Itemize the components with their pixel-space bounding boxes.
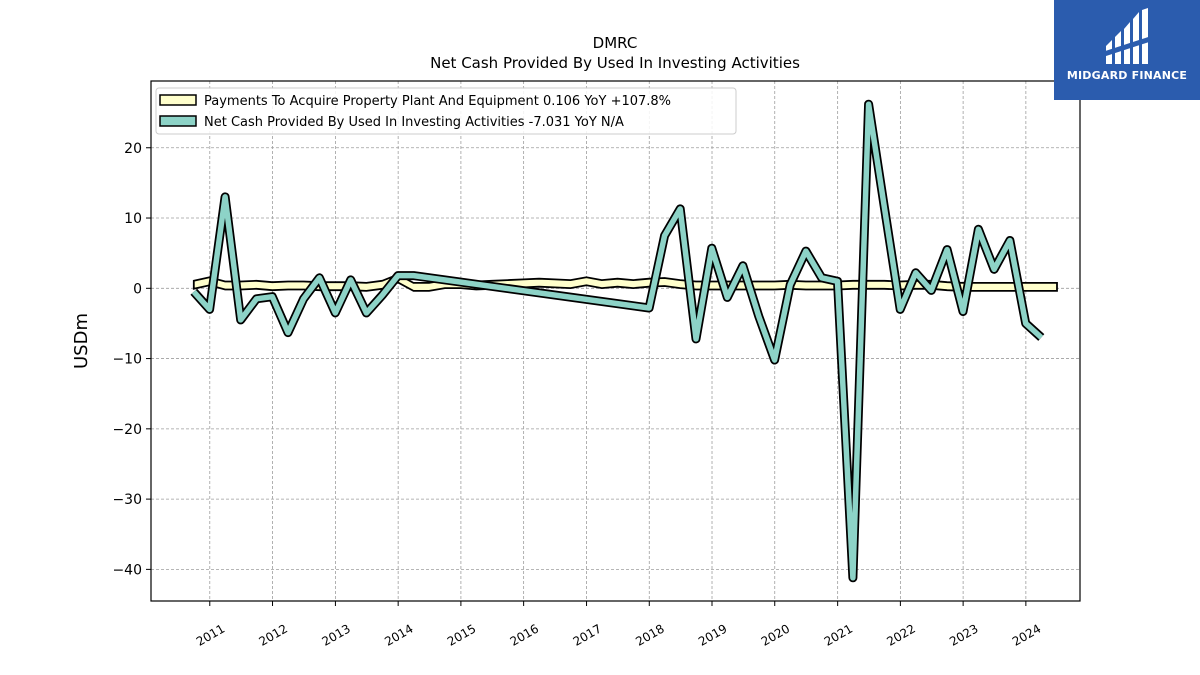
legend-swatch-investing xyxy=(159,115,197,127)
y-tick-label: −10 xyxy=(112,352,142,368)
x-tick-label: 2022 xyxy=(884,621,917,648)
logo-mark-icon xyxy=(1104,8,1150,64)
chart-subtitle: Net Cash Provided By Used In Investing A… xyxy=(430,54,800,72)
y-tick-label: −20 xyxy=(112,422,142,438)
x-tick-label: 2019 xyxy=(696,621,729,648)
x-tick-label: 2024 xyxy=(1010,621,1043,648)
y-tick-label: −40 xyxy=(112,562,142,578)
x-tick-label: 2014 xyxy=(382,621,415,648)
legend-swatch-ppe xyxy=(159,94,197,106)
grid xyxy=(151,81,1080,601)
legend-label-investing: Net Cash Provided By Used In Investing A… xyxy=(204,115,624,130)
x-tick-label: 2021 xyxy=(822,621,855,648)
plot-frame xyxy=(150,80,1081,602)
brand-logo: MIDGARD FINANCE xyxy=(1054,0,1200,100)
y-axis-label: USDm xyxy=(71,313,92,369)
chart-title: DMRC xyxy=(593,34,638,52)
x-tick-label: 2017 xyxy=(571,621,604,648)
x-tick-label: 2011 xyxy=(194,621,227,648)
x-tick-label: 2013 xyxy=(319,621,352,648)
x-tick-label: 2016 xyxy=(508,621,541,648)
series-investing-line xyxy=(191,101,1044,581)
x-tick-label: 2015 xyxy=(445,621,478,648)
y-tick-label: 10 xyxy=(124,211,142,227)
legend: Payments To Acquire Property Plant And E… xyxy=(155,87,737,135)
x-tick-label: 2018 xyxy=(633,621,666,648)
series-investing-outline xyxy=(190,99,1045,583)
legend-label-ppe: Payments To Acquire Property Plant And E… xyxy=(204,94,671,109)
y-axis: 20 10 0 −10 −20 −30 −40 xyxy=(112,141,151,578)
y-tick-label: 20 xyxy=(124,141,142,157)
y-tick-label: 0 xyxy=(133,281,142,297)
x-tick-label: 2012 xyxy=(257,621,290,648)
series-layer xyxy=(190,99,1058,583)
brand-name: MIDGARD FINANCE xyxy=(1066,69,1188,82)
x-tick-label: 2023 xyxy=(947,621,980,648)
legend-box xyxy=(155,87,737,135)
x-axis: 2011 2012 2013 2014 2015 2016 2017 2018 2019 2020… xyxy=(194,601,1043,649)
y-tick-label: −30 xyxy=(112,492,142,508)
x-tick-label: 2020 xyxy=(759,621,792,648)
